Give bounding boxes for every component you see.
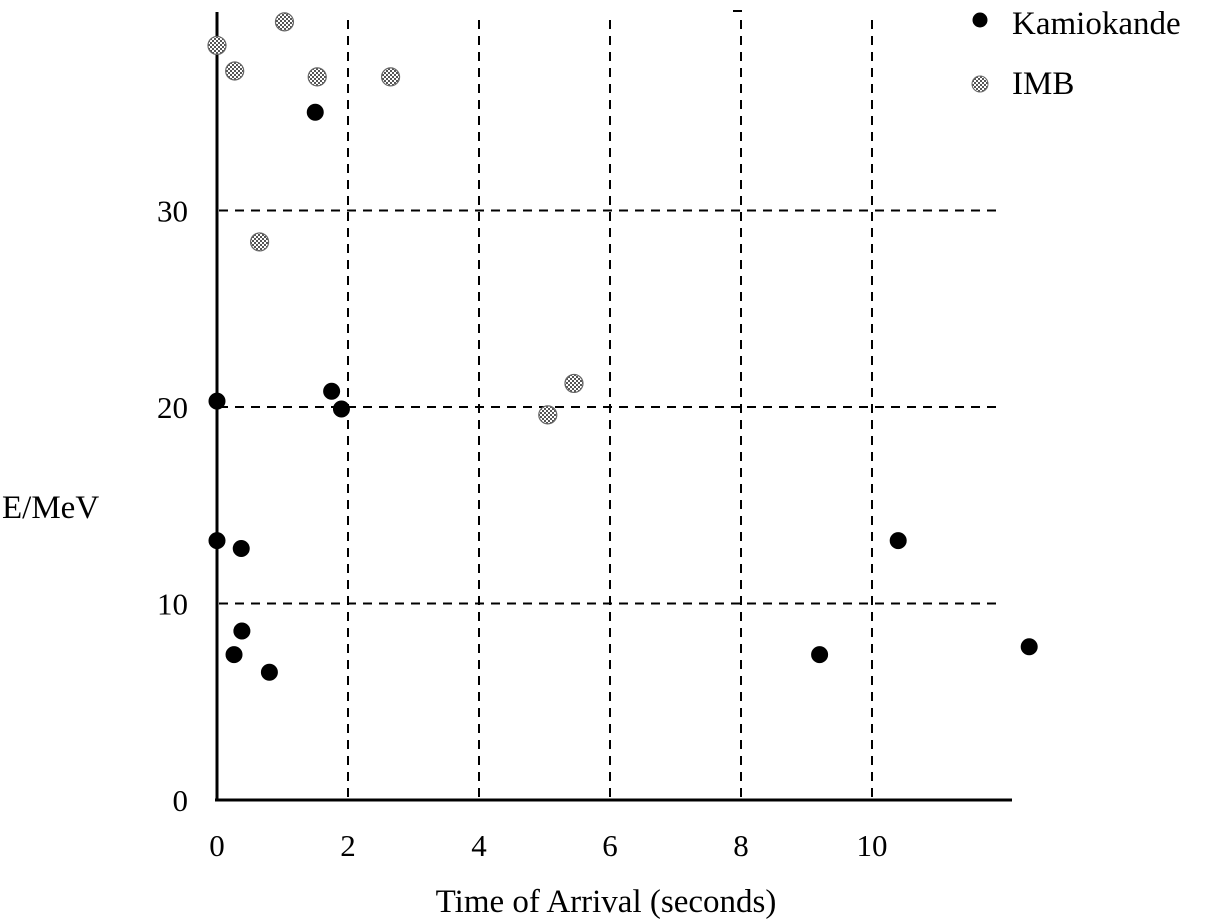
y-tick-label-20: 20 (157, 390, 188, 425)
legend-marker-kamiokande (972, 12, 988, 28)
kamiokande-point (208, 532, 226, 550)
kamiokande-point (225, 646, 243, 664)
imb-point (538, 405, 558, 425)
tick-labels: 0 2 4 6 8 10 0 10 20 30 (157, 194, 888, 864)
imb-point (207, 35, 227, 56)
y-tick-label-30: 30 (157, 194, 188, 229)
imb-point (274, 12, 295, 32)
legend-label-kamiokande: Kamiokande (1012, 6, 1181, 42)
kamiokande-point (332, 400, 350, 418)
x-tick-label-2: 2 (340, 828, 356, 863)
imb-point (307, 67, 327, 87)
legend-label-imb: IMB (1012, 66, 1074, 102)
data-points (207, 12, 1038, 681)
y-axis-title: E/MeV (2, 490, 99, 526)
x-tick-label-10: 10 (857, 828, 888, 863)
kamiokande-point (233, 622, 251, 640)
x-tick-label-8: 8 (733, 828, 749, 863)
kamiokande-point (1020, 638, 1038, 656)
x-axis-title: Time of Arrival (seconds) (436, 884, 777, 920)
imb-point (564, 373, 584, 394)
legend: Kamiokande IMB (971, 6, 1181, 102)
kamiokande-point (232, 539, 250, 557)
x-tick-label-0: 0 (209, 828, 225, 863)
kamiokande-point (811, 646, 829, 664)
kamiokande-point (323, 382, 341, 400)
kamiokande-point (889, 532, 907, 550)
kamiokande-point (260, 663, 278, 681)
y-tick-label-0: 0 (173, 783, 189, 818)
x-tick-label-6: 6 (602, 828, 618, 863)
imb-point (225, 61, 245, 81)
kamiokande-point (208, 392, 226, 410)
imb-point (249, 232, 270, 252)
x-tick-label-4: 4 (471, 828, 487, 863)
kamiokande-point (306, 103, 324, 121)
y-tick-label-10: 10 (157, 587, 188, 622)
legend-marker-imb (971, 75, 989, 93)
imb-point (380, 67, 401, 87)
